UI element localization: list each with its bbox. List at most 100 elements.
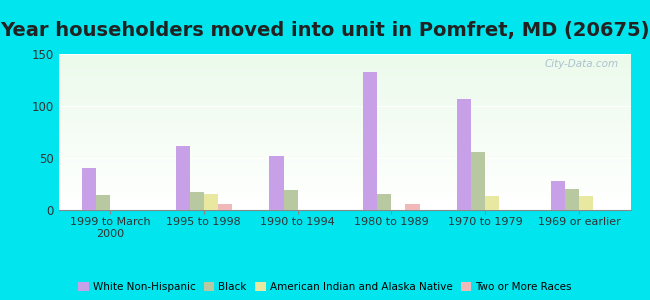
Bar [58,61,630,62]
Bar [58,149,630,150]
Bar [58,179,630,180]
Bar [58,158,630,159]
Bar [58,198,630,199]
Bar [58,95,630,96]
Bar [58,190,630,191]
Bar [58,86,630,87]
Bar [58,63,630,64]
Bar [58,104,630,105]
Bar [58,133,630,134]
Bar [485,196,499,210]
Bar [58,151,630,152]
Bar [58,122,630,123]
Bar [58,176,630,177]
Bar [58,202,630,203]
Bar [58,209,630,210]
Bar [58,138,630,139]
Bar [58,169,630,170]
Bar [58,105,630,106]
Bar [58,109,630,110]
Bar [58,83,630,84]
Bar [58,186,630,187]
Bar [58,137,630,138]
Bar [58,148,630,149]
Bar [58,71,630,72]
Bar [58,75,630,76]
Bar [58,154,630,155]
Bar [58,127,630,128]
Bar [471,152,485,210]
Bar [58,185,630,186]
Bar [58,64,630,65]
Bar [204,194,218,210]
Bar [58,200,630,201]
Bar [58,99,630,100]
Bar [58,115,630,116]
Bar [406,204,419,210]
Bar [58,91,630,92]
Bar [551,181,565,210]
Bar [58,55,630,56]
Bar [58,128,630,129]
Bar [58,155,630,156]
Bar [58,101,630,102]
Bar [58,194,630,195]
Bar [58,107,630,108]
Bar [58,70,630,71]
Bar [58,111,630,112]
Bar [58,160,630,161]
Bar [58,168,630,169]
Bar [58,141,630,142]
Bar [58,169,630,170]
Bar [58,90,630,91]
Bar [58,188,630,189]
Bar [58,100,630,101]
Bar [58,193,630,194]
Bar [58,74,630,75]
Bar [58,181,630,182]
Bar [58,203,630,204]
Bar [58,54,630,55]
Bar [58,172,630,173]
Bar [58,150,630,151]
Bar [58,60,630,61]
Bar [377,194,391,210]
Text: Year householders moved into unit in Pomfret, MD (20675): Year householders moved into unit in Pom… [0,21,650,40]
Bar [58,118,630,119]
Bar [58,58,630,59]
Bar [58,69,630,70]
Bar [190,192,204,210]
Bar [58,92,630,93]
Bar [58,102,630,103]
Bar [58,57,630,58]
Bar [58,139,630,140]
Bar [58,192,630,193]
Bar [565,189,579,210]
Bar [58,78,630,79]
Bar [58,121,630,122]
Bar [58,182,630,183]
Bar [58,144,630,145]
Bar [58,65,630,66]
Bar [58,124,630,125]
Bar [457,99,471,210]
Bar [58,204,630,205]
Bar [58,143,630,144]
Bar [579,196,593,210]
Bar [58,81,630,82]
Bar [58,84,630,85]
Bar [58,126,630,127]
Bar [58,208,630,209]
Bar [58,152,630,153]
Bar [58,187,630,188]
Bar [58,129,630,130]
Bar [58,119,630,120]
Bar [58,153,630,154]
Bar [58,136,630,137]
Bar [58,191,630,192]
Bar [58,156,630,157]
Bar [58,178,630,179]
Bar [58,106,630,107]
Bar [58,59,630,60]
Bar [58,73,630,74]
